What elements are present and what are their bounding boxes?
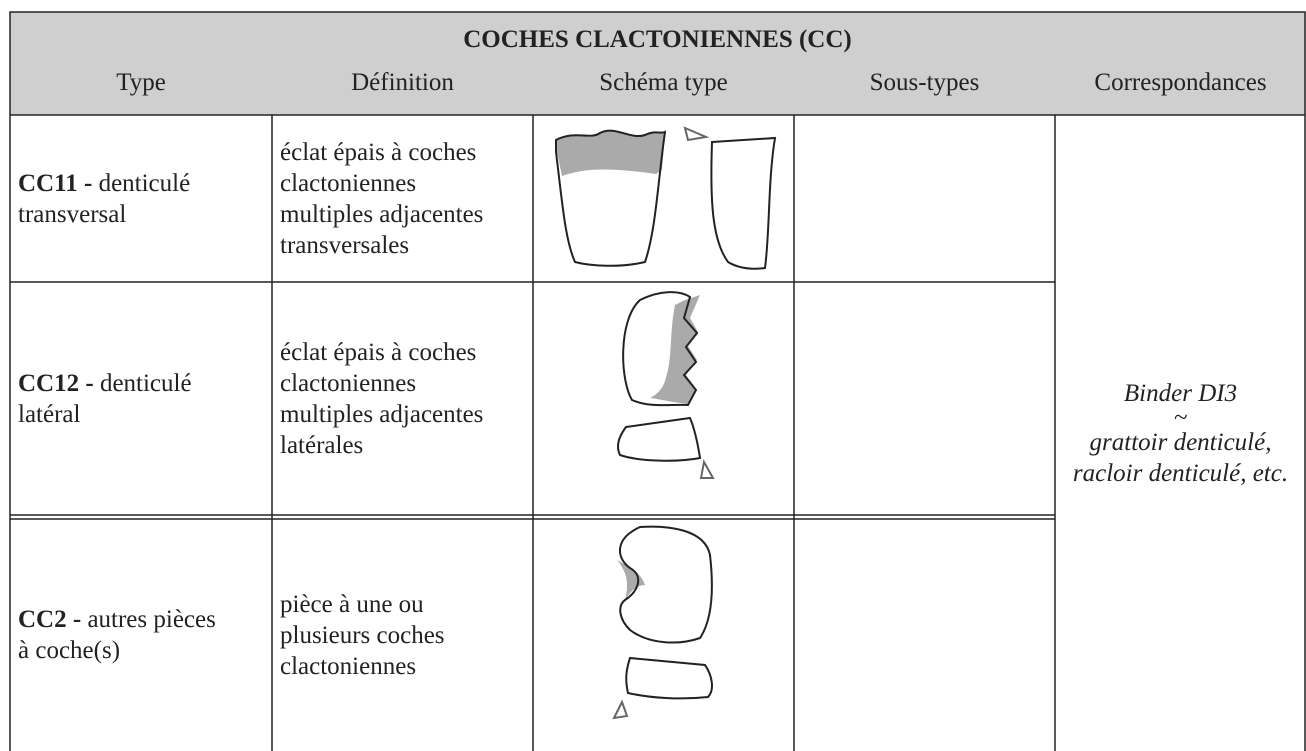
correspondence-cell: Binder DI3 ~ grattoir denticulé, racloir… [1055,115,1306,751]
definition-line: transversales [280,231,410,259]
type-text: à coche(s) [18,637,121,664]
type-code: CC11 - [18,169,93,197]
table-title: COCHES CLACTONIENNES (CC) [463,26,852,53]
definition-line: clactoniennes [280,652,417,680]
sketch [555,126,777,720]
definition-line: latérales [280,431,364,459]
column-header: Type [116,69,166,96]
column-header: Schéma type [599,69,728,96]
type-text: denticulé [99,369,192,397]
column-header: Sous-types [869,69,980,96]
type-code: CC12 - [18,369,94,397]
correspondence-line: Binder DI3 [1123,379,1238,407]
type-cell: CC2 - autres pièces à coche(s) [10,519,272,751]
definition-line: multiples adjacentes [280,400,484,428]
correspondence-line: racloir denticulé, etc. [1072,459,1289,487]
type-text: denticulé [98,169,191,197]
outer-border [9,11,1306,751]
definition-line: éclat épais à coches [280,138,477,166]
type-cell: CC12 - denticulé latéral [10,282,272,515]
type-text: transversal [18,200,127,228]
column-header: Correspondances [1094,69,1267,96]
column-header: Définition [351,69,454,96]
type-text: latéral [18,400,81,428]
type-text: autres pièces [87,606,216,633]
definition-line: éclat épais à coches [280,338,477,366]
definition-line: plusieurs coches [280,621,445,649]
type-cell: CC11 - denticulé transversal [10,115,272,282]
definition-line: multiples adjacentes [280,200,484,228]
header-band [10,12,1305,115]
type-code: CC2 - [18,606,82,633]
definition-cell: éclat épais à coches clactoniennes multi… [272,115,533,282]
definition-cell: éclat épais à coches clactoniennes multi… [272,282,533,515]
correspondence-line: ~ [1173,403,1188,431]
correspondence-line: grattoir denticulé, [1089,428,1272,456]
definition-line: pièce à une ou [280,590,424,618]
definition-cell: pièce à une ou plusieurs coches clactoni… [272,519,533,751]
definition-line: clactoniennes [280,169,417,197]
definition-line: clactoniennes [280,369,417,397]
